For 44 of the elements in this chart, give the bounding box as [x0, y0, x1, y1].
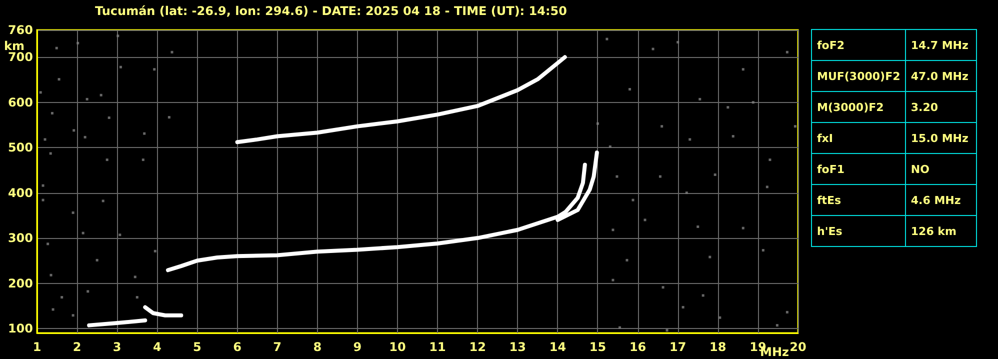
line-series [235, 55, 567, 144]
x-tick-label: 3 [112, 340, 122, 354]
text: foF1 [812, 154, 906, 184]
y-axis-title: km [4, 39, 24, 53]
text: NO [905, 154, 976, 184]
y-tick-label: 760 [8, 23, 33, 37]
text: fxI [812, 122, 906, 154]
text: 4.6 MHz [905, 184, 976, 216]
text: MUF(3000)F2 [812, 60, 906, 92]
x-tick-label: 12 [469, 340, 486, 354]
x-tick-label: 2 [72, 340, 82, 354]
x-tick-label: 15 [589, 340, 606, 354]
text: 15.0 MHz [905, 122, 976, 154]
text: h'Es [812, 216, 906, 246]
x-tick-label: 11 [429, 340, 446, 354]
x-tick-label: 18 [710, 340, 726, 354]
y-tick-label: 200 [8, 276, 33, 290]
x-tick-label: 4 [152, 340, 162, 354]
x-tick-label: 17 [669, 340, 686, 354]
y-tick-label: 100 [8, 321, 33, 336]
x-tick-label: 6 [233, 340, 242, 354]
text: foF2 [812, 30, 906, 60]
x-tick-label: 9 [353, 340, 362, 354]
x-tick-label: 10 [389, 340, 406, 354]
text: ftEs [812, 184, 906, 216]
text: M(3000)F2 [812, 92, 906, 122]
x-tick-label: 14 [549, 340, 566, 354]
y-tick-label: 500 [8, 140, 33, 155]
text: 47.0 MHz [905, 60, 976, 92]
x-tick-label: 1 [32, 340, 42, 354]
y-tick-label: 700 [8, 50, 33, 64]
x-tick-label: 20 [790, 340, 806, 354]
text: 14.7 MHz [905, 30, 976, 60]
x-tick-label: 5 [193, 340, 202, 354]
text: 126 km [905, 216, 976, 246]
x-tick-label: 16 [629, 340, 646, 354]
y-tick-label: 300 [8, 231, 33, 246]
x-tick-label: 13 [509, 340, 526, 354]
y-tick-label: 600 [8, 95, 33, 110]
chart-title: Tucumán (lat: -26.9, lon: 294.6) - DATE: 2025 04 18 - TIME (UT): 14:50 [95, 4, 567, 18]
text: 3.20 [905, 92, 976, 122]
x-tick-label: 8 [313, 340, 322, 354]
x-tick-label: 7 [273, 340, 282, 354]
y-tick-label: 400 [8, 186, 33, 200]
